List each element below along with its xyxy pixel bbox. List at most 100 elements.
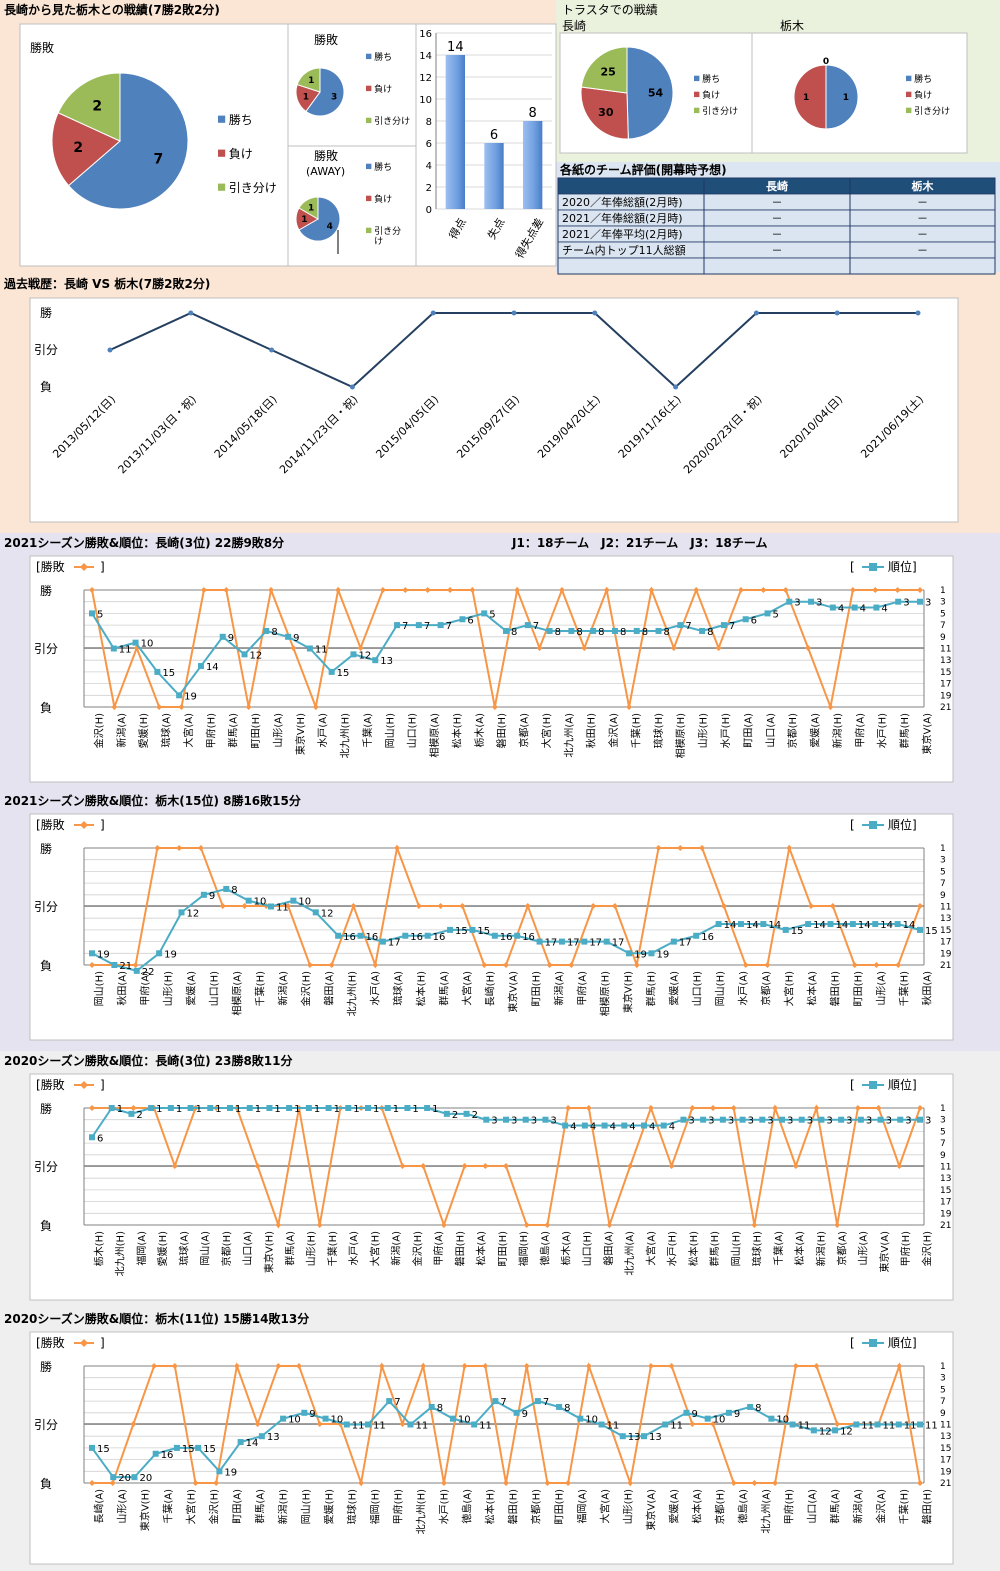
legend-result-marker (80, 1081, 88, 1089)
result-point (151, 1363, 158, 1369)
rank-point (207, 1105, 214, 1111)
rank-point (471, 1421, 478, 1428)
opponent-label: 甲府(A) (575, 971, 588, 1006)
opponent-label: 水戸(H) (877, 713, 889, 748)
rank-point (237, 1439, 244, 1446)
bar-tick-label: 10 (419, 95, 432, 106)
opponent-label: 群馬(A) (227, 713, 240, 748)
rank-value-label: 14 (724, 920, 737, 931)
result-point (730, 1105, 737, 1111)
rank-value-label: 14 (813, 920, 826, 931)
rank-point (853, 1421, 860, 1428)
opponent-label: 秋田(H) (585, 713, 598, 748)
result-point (461, 1363, 468, 1369)
pie-slice-0 (626, 46, 674, 140)
rank-value-label: 3 (925, 1116, 931, 1127)
opponent-label: 東京V(H) (294, 713, 307, 755)
rank-point (534, 1398, 541, 1405)
rank-point (110, 1474, 117, 1481)
result-point (834, 1421, 841, 1427)
eval-border (557, 177, 996, 275)
rank-line (91, 1399, 920, 1479)
rank-value-label: 11 (315, 645, 328, 656)
result-point (655, 845, 662, 851)
rank-point (693, 932, 700, 939)
legend-swatch (366, 227, 372, 234)
rank-value-label: 8 (620, 627, 626, 638)
pie-value-label: 1 (803, 93, 809, 103)
rank-point (556, 1403, 563, 1410)
legend-label: 負け (229, 147, 253, 161)
rank-tick-label: 15 (940, 1444, 951, 1454)
rank-tick-label: 3 (940, 1374, 946, 1384)
home-pie-chart: 3 1 1 (295, 67, 345, 117)
rank-point (108, 1105, 115, 1111)
result-point (627, 1163, 634, 1169)
rank-point (350, 651, 357, 658)
rank-tick-label: 3 (940, 1116, 946, 1126)
result-line (91, 586, 920, 711)
rank-value-label: 14 (246, 1438, 259, 1449)
opponent-label: 京都(H) (529, 1489, 542, 1524)
result-point (829, 903, 836, 909)
result-point (171, 1363, 178, 1369)
rank-point (148, 1105, 155, 1111)
opponent-label: 甲府(A) (432, 1231, 445, 1266)
rank-value-label: 7 (446, 621, 452, 632)
result-point (481, 962, 488, 968)
pie-value-label: 1 (308, 76, 314, 86)
result-point (585, 1105, 592, 1111)
opponent-label: 愛媛(H) (322, 1489, 335, 1524)
rank-value-label: 11 (119, 645, 132, 656)
eval-cell: － (772, 228, 783, 241)
rank-point (483, 1116, 490, 1123)
result-point (459, 903, 466, 909)
pie-slice-2 (298, 196, 319, 220)
history-title: 過去戦歴：長崎 VS 栃木(7勝2敗2分) (3, 276, 210, 291)
opponent-label: 千葉(H) (897, 971, 910, 1006)
rank-point (343, 1421, 350, 1428)
result-point (689, 1105, 696, 1111)
rank-value-label: 9 (228, 633, 234, 644)
rank-value-label: 2 (136, 1110, 142, 1121)
rank-value-label: 2 (472, 1110, 478, 1121)
history-level-label: 勝 (40, 305, 52, 320)
opponent-label: 京都(H) (220, 1231, 233, 1266)
rank-value-label: 15 (791, 926, 804, 937)
rank-value-label: 10 (254, 897, 267, 908)
opponent-label: 琉球(H) (751, 1231, 764, 1266)
rank-value-label: 10 (585, 1415, 598, 1426)
result-point (710, 1105, 716, 1111)
legend-result-close: ] (100, 1336, 105, 1350)
legend-result-label: [勝敗 (36, 1077, 65, 1092)
opponent-label: 松本(H) (687, 1231, 700, 1266)
rank-value-label: 11 (861, 1421, 874, 1432)
eval-row-label: 2020／年俸総額(2月時) (562, 195, 683, 209)
legend-rank-label: 順位] (888, 559, 917, 574)
rank-point (633, 627, 640, 634)
rank-point (894, 921, 901, 928)
rank-value-label: 3 (748, 1116, 754, 1127)
pie-slice-2 (580, 46, 628, 94)
history-point (753, 310, 759, 316)
rank-tick-label: 15 (940, 926, 951, 936)
rank-value-label: 4 (881, 604, 887, 615)
opponent-label: 東京V(A) (878, 1231, 891, 1273)
rank-point (133, 967, 140, 974)
opponent-label: 町田(A) (743, 713, 754, 748)
rank-value-label: 13 (380, 656, 393, 667)
rank-value-label: 15 (925, 926, 938, 937)
result-point (420, 1363, 427, 1369)
rank-point (677, 622, 684, 629)
legend-label: 引き分け (702, 106, 738, 117)
rank-tick-label: 15 (940, 668, 951, 678)
legend-label: 勝ち (374, 161, 392, 173)
result-point (827, 704, 834, 710)
rank-value-label: 5 (772, 609, 778, 620)
eval-col-nagasaki: 長崎 (766, 179, 788, 193)
opponent-label: 相模原(H) (598, 971, 611, 1016)
pie-value-label: 0 (823, 57, 829, 67)
head-to-head-title: 長崎から見た栃木との戦績(7勝2敗2分) (4, 2, 220, 17)
